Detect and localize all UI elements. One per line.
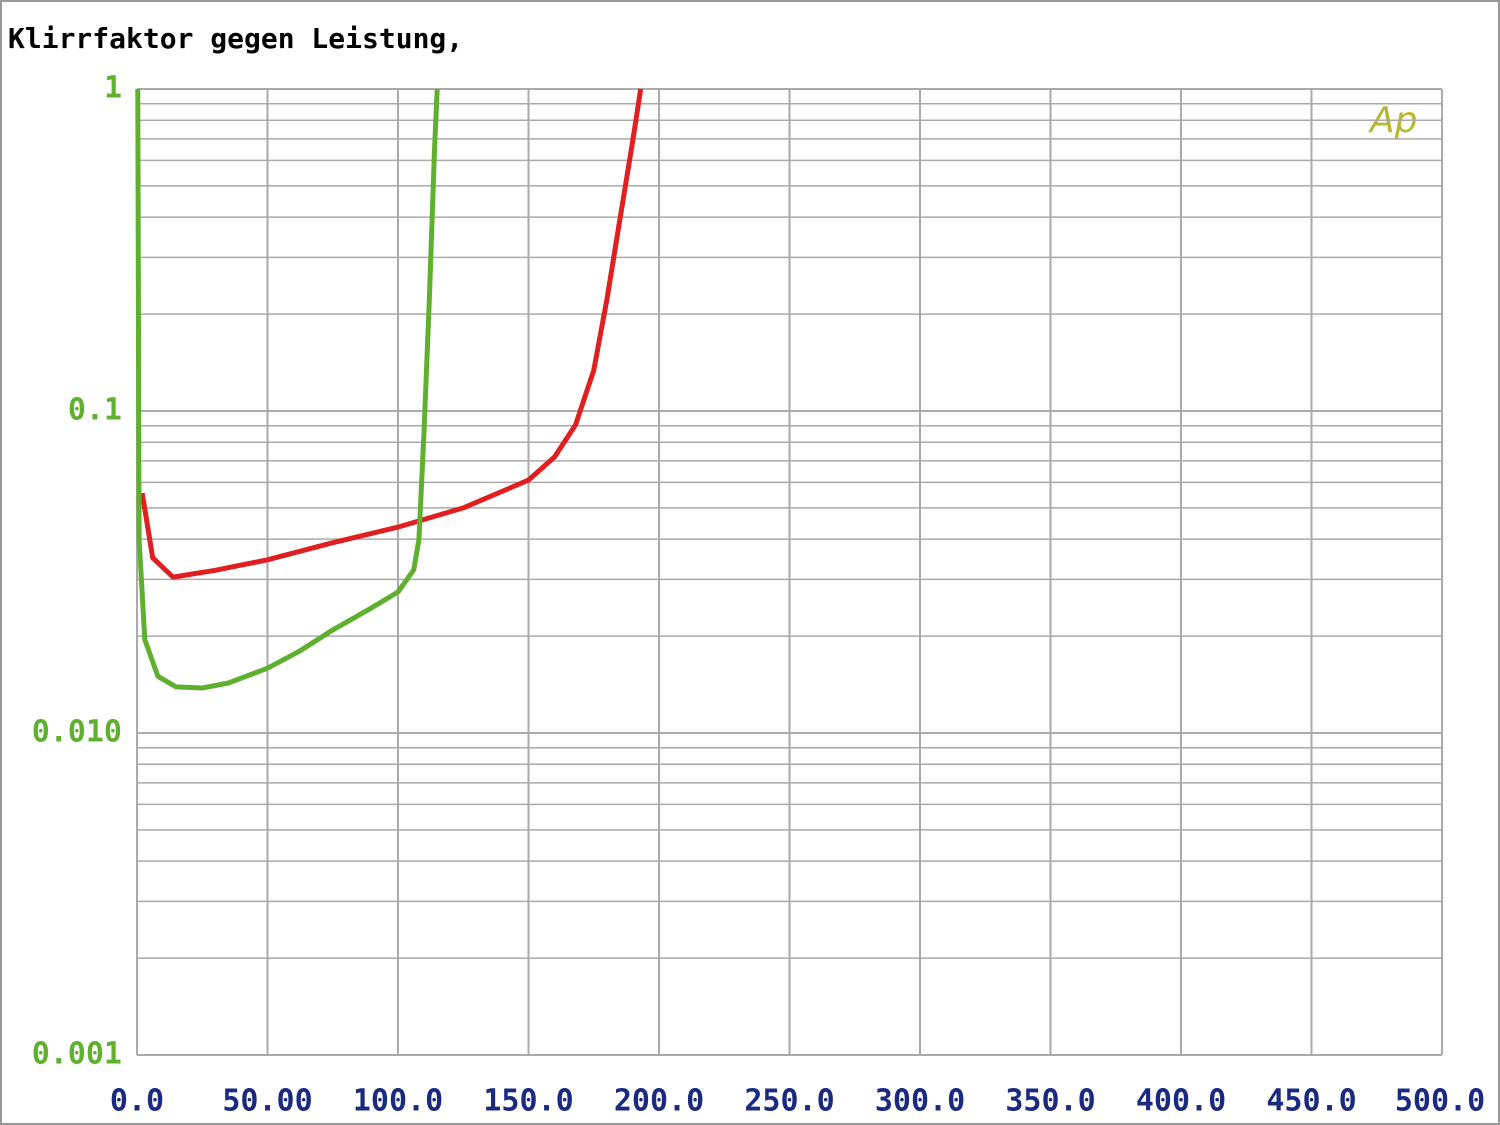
y-tick-label: 0.010 <box>32 715 122 750</box>
y-tick-label: 0.001 <box>32 1037 122 1072</box>
data-line <box>139 88 644 580</box>
x-tick-label: 150.0 <box>483 1084 573 1119</box>
x-tick-label: 350.0 <box>1005 1084 1095 1119</box>
x-tick-label: 200.0 <box>614 1084 704 1119</box>
x-tick-label: 50.00 <box>222 1084 312 1119</box>
x-tick-label: 300.0 <box>875 1084 965 1119</box>
x-tick-label: 450.0 <box>1266 1084 1356 1119</box>
x-tick-label: 100.0 <box>353 1084 443 1119</box>
data-line <box>135 88 440 691</box>
y-tick-label: 1 <box>104 71 122 106</box>
y-tick-label: 0.1 <box>68 393 122 428</box>
x-tick-label: 500.0 <box>1395 1084 1485 1119</box>
x-tick-label: 400.0 <box>1136 1084 1226 1119</box>
x-tick-label: 0.0 <box>110 1084 164 1119</box>
x-tick-label: 250.0 <box>744 1084 834 1119</box>
chart-title: Klirrfaktor gegen Leistung, <box>8 22 463 55</box>
